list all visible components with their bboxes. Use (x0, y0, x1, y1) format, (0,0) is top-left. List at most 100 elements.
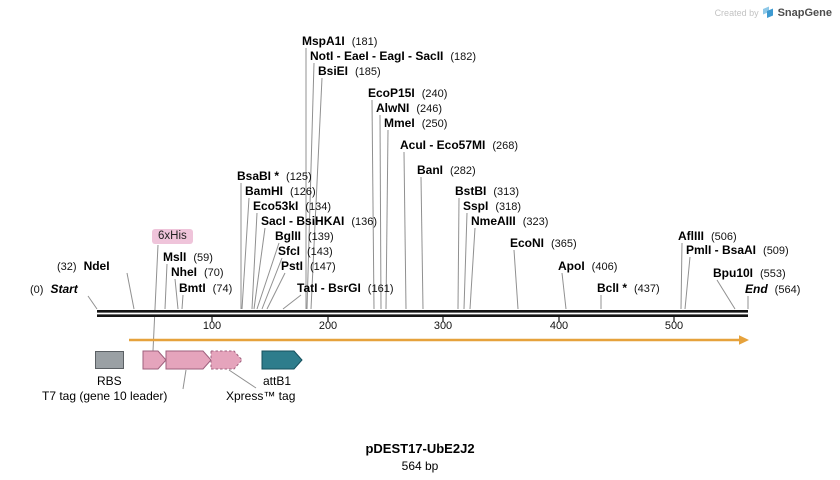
site-label[interactable]: NotI - EaeI - EagI - SacII (182) (310, 50, 476, 64)
site-pos: (246) (416, 103, 443, 115)
end-text: End (745, 282, 768, 296)
sequence-line (97, 310, 748, 317)
map-length: 564 bp (401, 459, 439, 473)
site-label[interactable]: AcuI - Eco57MI (268) (400, 139, 518, 153)
site-label[interactable]: BsaBI * (125) (237, 170, 312, 184)
feature-shapes (95, 350, 303, 370)
site-pos: (406) (591, 261, 618, 273)
site-label[interactable]: Bpu10I (553) (713, 267, 786, 281)
site-name: BsaBI * (237, 169, 280, 183)
site-label[interactable]: (32) NdeI (57, 260, 110, 274)
t7-tag-arrow[interactable] (165, 350, 212, 370)
end-label: End (564) (745, 283, 800, 297)
feature-label-rbs[interactable]: RBS (97, 374, 122, 388)
site-name: BstBI (455, 184, 487, 198)
site-label[interactable]: MspA1I (181) (302, 35, 377, 49)
site-label[interactable]: BmtI (74) (179, 282, 232, 296)
site-pos: (318) (495, 201, 522, 213)
site-name: NdeI (83, 259, 110, 273)
site-name: BsiEI (318, 64, 349, 78)
site-label[interactable]: AflIII (506) (678, 230, 737, 244)
site-label[interactable]: PmlI - BsaAI (509) (686, 244, 789, 258)
ruler-tick-500: 500 (664, 320, 684, 332)
site-pos: (240) (421, 88, 448, 100)
attb1-arrow[interactable] (261, 350, 303, 370)
site-name: EcoNI (510, 236, 545, 250)
site-pos: (143) (307, 246, 333, 258)
site-label[interactable]: BamHI (126) (245, 185, 316, 199)
site-label[interactable]: MslI (59) (163, 251, 213, 265)
site-label[interactable]: EcoP15I (240) (368, 87, 447, 101)
site-pos: (161) (367, 283, 394, 295)
site-name: NheI (171, 265, 198, 279)
site-label[interactable]: EcoNI (365) (510, 237, 577, 251)
feature-label-6xhis[interactable]: 6xHis (152, 229, 193, 244)
his-tag-arrow[interactable] (142, 350, 167, 370)
site-pos: (553) (760, 268, 786, 280)
site-name: AlwNI (376, 101, 410, 115)
site-name: BamHI (245, 184, 284, 198)
site-pos: (126) (290, 186, 316, 198)
credit-text: Created by (714, 7, 759, 18)
site-label[interactable]: NmeAIII (323) (471, 215, 548, 229)
site-name: ApoI (558, 259, 585, 273)
ruler-tick-100: 100 (202, 320, 222, 332)
site-pos: (70) (204, 267, 224, 279)
site-label[interactable]: SacI - BsiHKAI (136) (261, 215, 377, 229)
site-pos: (125) (286, 171, 312, 183)
site-name: NotI - EaeI - EagI - SacII (310, 49, 444, 63)
feature-label-attb1[interactable]: attB1 (263, 374, 292, 388)
site-label[interactable]: BanI (282) (417, 164, 476, 178)
site-pos: (268) (492, 140, 519, 152)
site-name: Eco53kI (253, 199, 299, 213)
site-label[interactable]: AlwNI (246) (376, 102, 442, 116)
site-pos: (437) (634, 283, 660, 295)
site-name: MslI (163, 250, 187, 264)
site-label[interactable]: ApoI (406) (558, 260, 617, 274)
site-pos: (509) (763, 245, 789, 257)
site-name: PstI (281, 259, 304, 273)
site-pos: (250) (421, 118, 448, 130)
snapgene-icon (762, 6, 773, 18)
site-name: TatI - BsrGI (297, 281, 361, 295)
start-label: (0) Start (30, 283, 78, 297)
site-label[interactable]: BglII (139) (275, 230, 334, 244)
site-pos: (134) (305, 201, 332, 213)
site-name: BglII (275, 229, 301, 243)
rbs-box[interactable] (95, 351, 124, 369)
site-name: AcuI - Eco57MI (400, 138, 486, 152)
site-pos: (282) (450, 165, 476, 177)
site-name: SfcI (278, 244, 301, 258)
ruler-tick-300: 300 (433, 320, 453, 332)
start-pos: (0) (30, 284, 44, 296)
site-label[interactable]: TatI - BsrGI (161) (297, 282, 393, 296)
xpress-tag-arrow[interactable] (210, 350, 243, 370)
site-label[interactable]: BstBI (313) (455, 185, 519, 199)
site-name: MspA1I (302, 34, 345, 48)
site-label[interactable]: NheI (70) (171, 266, 224, 280)
site-name: BmtI (179, 281, 206, 295)
site-name: PmlI - BsaAI (686, 243, 757, 257)
site-label[interactable]: SfcI (143) (278, 245, 333, 259)
site-pos: (32) (57, 261, 77, 273)
site-label[interactable]: Eco53kI (134) (253, 200, 331, 214)
site-pointer-lines (87, 48, 749, 390)
site-label[interactable]: BsiEI (185) (318, 65, 381, 79)
site-pos: (59) (193, 252, 213, 264)
site-name: Bpu10I (713, 266, 754, 280)
site-name: SacI - BsiHKAI (261, 214, 345, 228)
map-title: pDEST17-UbE2J2 (365, 441, 475, 456)
site-name: EcoP15I (368, 86, 415, 100)
start-text: Start (50, 282, 78, 296)
end-pos: (564) (774, 284, 801, 296)
site-pos: (74) (212, 283, 233, 295)
feature-label-t7-tag[interactable]: T7 tag (gene 10 leader) (42, 389, 168, 403)
site-label[interactable]: PstI (147) (281, 260, 336, 274)
orf-arrow (129, 335, 749, 345)
feature-label-xpress[interactable]: Xpress™ tag (226, 389, 296, 403)
site-pos: (181) (351, 36, 378, 48)
ruler-tick-marks (211, 317, 675, 322)
site-label[interactable]: MmeI (250) (384, 117, 447, 131)
site-label[interactable]: BclI * (437) (597, 282, 660, 296)
site-label[interactable]: SspI (318) (463, 200, 521, 214)
